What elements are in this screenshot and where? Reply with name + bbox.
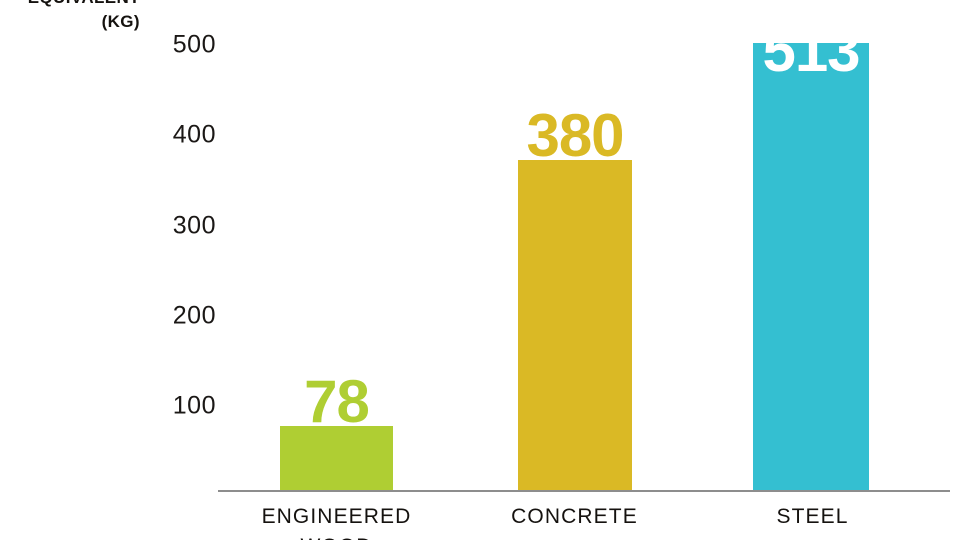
y-tick-200: 200 — [172, 301, 216, 330]
bar-engineered-wood[interactable]: 78 — [280, 372, 393, 492]
bar-steel[interactable]: 513 — [753, 21, 869, 492]
bar-value-concrete: 380 — [526, 102, 624, 169]
bar-value-engineered-wood: 78 — [304, 368, 370, 435]
x-label-engineered-wood: ENGINEERED WOOD — [261, 505, 412, 540]
y-tick-500: 500 — [172, 30, 216, 59]
y-tick-400: 400 — [172, 120, 216, 149]
plot-area: 78 380 513 — [218, 0, 950, 492]
bar-value-steel: 513 — [762, 17, 860, 84]
y-tick-100: 100 — [172, 391, 216, 420]
x-label-steel: STEEL — [776, 505, 849, 528]
x-axis-line — [218, 490, 950, 492]
y-tick-300: 300 — [172, 211, 216, 240]
y-axis-tick-labels: 500 400 300 200 100 — [110, 0, 216, 540]
bar-concrete[interactable]: 380 — [518, 106, 632, 492]
y-axis-title: EQUIVALENT (KG) — [28, 0, 140, 31]
x-label-concrete: CONCRETE — [511, 505, 638, 528]
